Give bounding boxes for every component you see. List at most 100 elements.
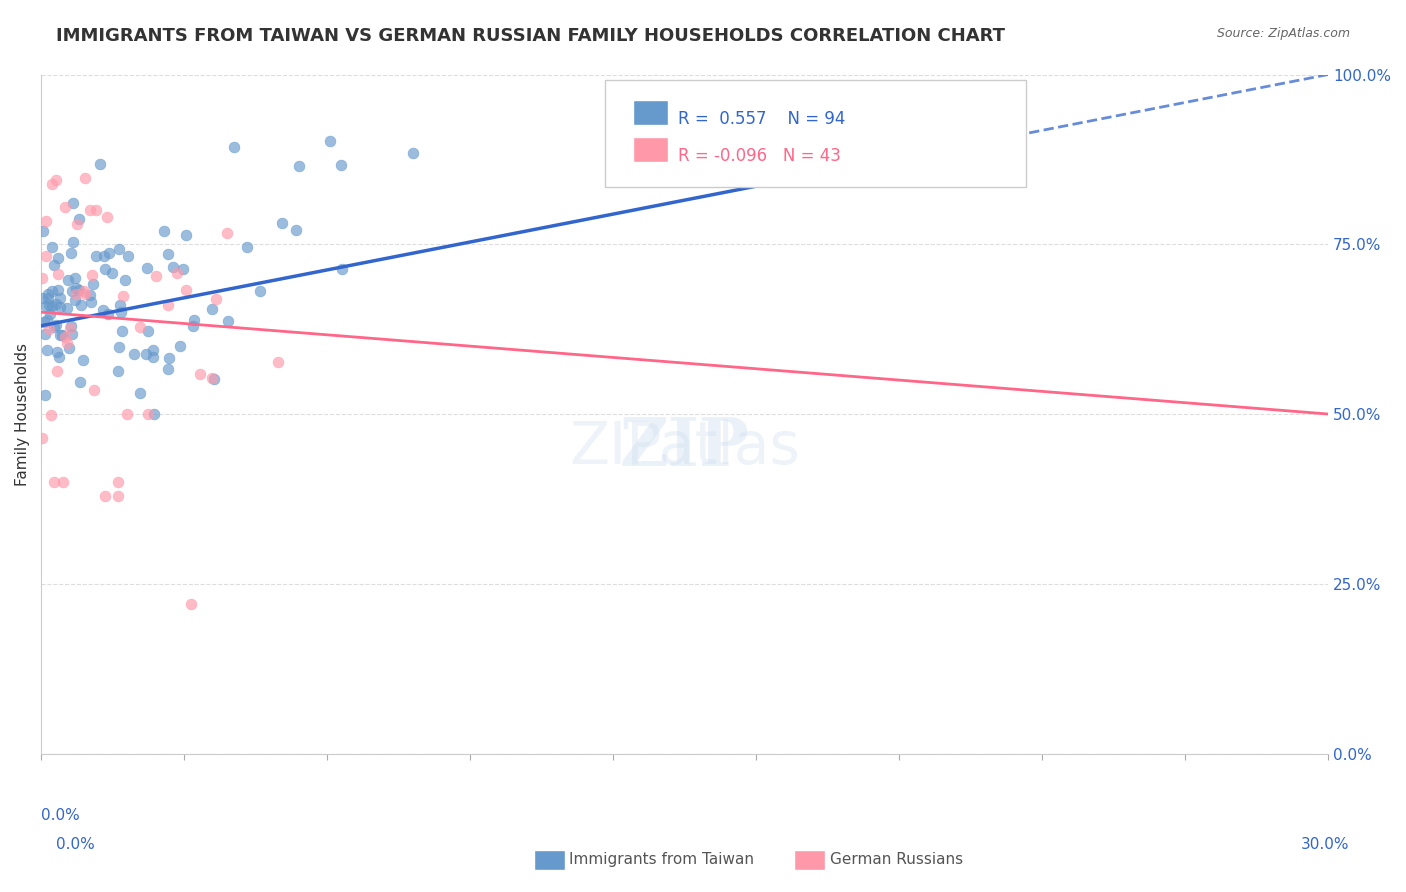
Point [51,327,73,342]
Point [53,330,76,344]
Point [156,246,179,260]
Point [135,260,157,275]
Point [97,307,120,321]
Point [32,315,55,329]
Point [91,303,114,318]
Point [41,284,63,298]
Point [180,597,202,611]
Y-axis label: Family Households: Family Households [15,343,30,485]
Text: ZIP: ZIP [620,416,749,481]
Point [79,288,101,302]
Point [75,171,97,186]
Point [37,287,59,301]
Point [201,301,224,316]
Point [73,284,96,298]
Point [70,297,93,311]
Point [142,351,165,365]
Text: ZIPatlas: ZIPatlas [569,419,800,476]
Point [38,298,60,312]
Point [37,291,59,305]
Point [46,364,69,378]
Point [48,351,70,365]
Point [89,157,111,171]
Point [107,475,129,489]
Point [41,178,63,192]
Point [49,301,72,315]
Point [39,408,62,422]
Point [142,343,165,358]
Point [188,367,211,381]
Text: German Russians: German Russians [830,853,963,867]
Point [67,212,90,227]
Point [236,240,259,254]
Point [34,388,56,402]
Point [288,159,311,173]
Point [79,203,101,218]
Point [65,287,87,301]
Point [67,283,90,297]
Point [51,475,73,489]
Point [93,249,115,263]
Point [73,287,96,301]
Point [34,327,56,342]
Text: R = -0.096   N = 43: R = -0.096 N = 43 [678,147,841,165]
Point [101,266,124,280]
Point [42,319,65,334]
Text: Immigrants from Taiwan: Immigrants from Taiwan [569,853,755,867]
Point [183,312,205,326]
Point [166,267,188,281]
Point [65,281,87,295]
Point [111,324,134,338]
Point [49,291,72,305]
Point [44,258,66,272]
Point [53,200,76,214]
Point [114,273,136,287]
Point [162,260,184,274]
Point [35,249,58,263]
Point [32,224,55,238]
Point [59,319,82,334]
Point [330,262,353,277]
Point [329,158,352,172]
Point [60,284,83,298]
Point [143,407,166,421]
Point [49,328,72,343]
Point [136,324,159,338]
Point [115,407,138,421]
Point [128,319,150,334]
Point [31,291,53,305]
Point [35,312,58,326]
Point [66,217,89,231]
Point [111,289,134,303]
Point [108,242,131,256]
Point [124,346,146,360]
Point [172,262,194,277]
Point [38,321,60,335]
Point [59,321,82,335]
Point [117,249,139,263]
Point [45,297,67,311]
Point [249,284,271,298]
Point [31,431,53,445]
Point [156,298,179,312]
Point [267,355,290,369]
Point [72,352,94,367]
Point [202,372,225,386]
Point [205,292,228,306]
Point [63,271,86,285]
Point [157,351,180,365]
Point [129,385,152,400]
Point [201,371,224,385]
Point [44,173,66,187]
Point [46,252,69,266]
Point [58,341,80,355]
Point [35,299,58,313]
Text: IMMIGRANTS FROM TAIWAN VS GERMAN RUSSIAN FAMILY HOUSEHOLDS CORRELATION CHART: IMMIGRANTS FROM TAIWAN VS GERMAN RUSSIAN… [56,27,1005,45]
Point [84,249,107,263]
Point [98,246,121,260]
Point [56,301,79,315]
Text: 30.0%: 30.0% [1302,837,1350,852]
Point [217,313,239,327]
Point [96,210,118,224]
Point [285,222,308,236]
